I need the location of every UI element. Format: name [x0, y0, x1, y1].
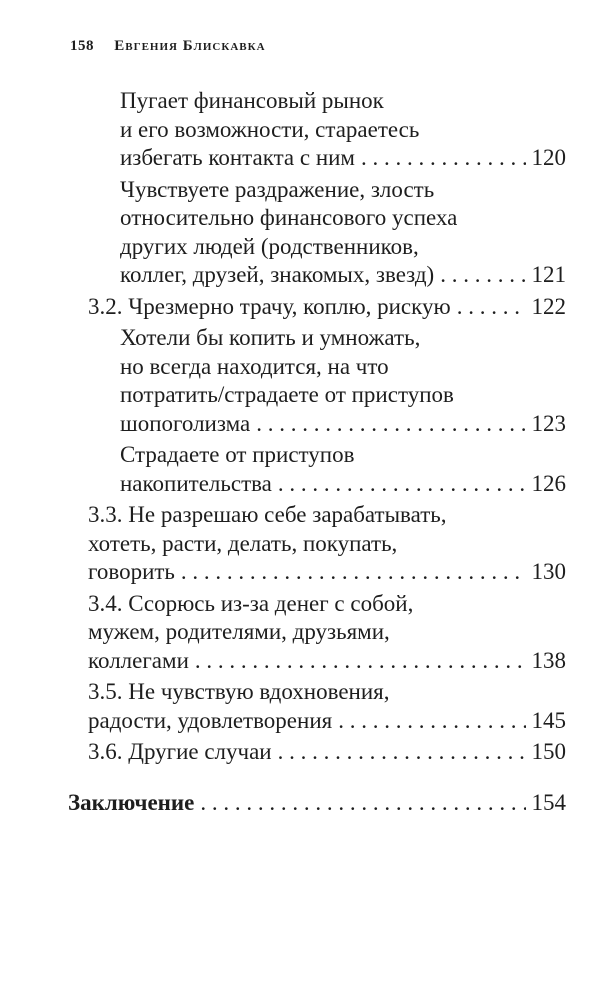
toc-line: накопительства 126 — [120, 470, 566, 499]
toc-entry-text: коллегами — [88, 647, 189, 673]
toc-page-number: 120 — [531, 145, 567, 170]
toc-line: Пугает финансовый рынок — [120, 87, 566, 116]
toc-entry-text: мужем, родителями, друзьями, — [88, 619, 390, 644]
toc-entry-text: радости, удовлетворения — [88, 707, 333, 733]
toc-entry: Чувствуете раздражение, злость относитель… — [88, 176, 566, 290]
toc-page-number: 138 — [531, 647, 567, 673]
toc-line: коллегами 138 — [88, 647, 566, 676]
toc-entry-text: Чувствуете раздражение, злость — [120, 176, 435, 202]
toc-line: избегать контакта с ним 120 — [120, 144, 566, 173]
dot-leader — [361, 144, 526, 173]
toc-entry: 3.5. Не чувствую вдохновения, радости, уд… — [88, 678, 566, 735]
toc-entry-text: хотеть, расти, делать, покупать, — [88, 530, 398, 556]
toc-line: и его возможности, стараетесь — [120, 116, 566, 145]
toc-entry: 3.6. Другие случаи 150 — [88, 738, 566, 767]
toc-entry-text: и его возможности, стараетесь — [120, 116, 420, 142]
dot-leader — [256, 410, 525, 439]
toc-page-number: 145 — [531, 707, 567, 733]
toc-entry-text: накопительства — [120, 470, 272, 496]
toc-entry-text: избегать контакта с ним — [120, 145, 355, 170]
toc-line: Заключение 154 — [68, 789, 566, 818]
toc-line: других людей (родственников, — [120, 233, 566, 262]
toc-line: 3.2. Чрезмерно трачу, коплю, рискую 122 — [88, 293, 566, 322]
dot-leader — [278, 470, 526, 499]
toc-entry-text: коллег, друзей, знакомых, звезд) — [120, 262, 435, 287]
toc-entry-text: шопоголизма — [120, 410, 251, 436]
toc-line: коллег, друзей, знакомых, звезд) 121 — [120, 261, 566, 290]
toc-entry-text: Пугает финансовый рынок — [120, 88, 384, 113]
dot-leader — [200, 789, 525, 818]
toc-page-number: 154 — [531, 789, 567, 815]
toc-entry: 3.3. Не разрешаю себе зарабатывать, хотет… — [88, 501, 566, 587]
toc-page-number: 150 — [531, 739, 567, 764]
dot-leader — [195, 647, 526, 676]
toc-page-number: 126 — [531, 470, 567, 496]
toc-line: Страдаете от приступов — [120, 441, 566, 470]
table-of-contents: Пугает финансовый рынок и его возможности… — [68, 84, 566, 817]
toc-entry-text: 3.3. Не разрешаю себе зарабатывать, — [88, 502, 447, 527]
toc-entry-text: других людей (родственников, — [120, 233, 419, 259]
toc-entry-text: относительно финансового успеха — [120, 205, 458, 230]
toc-entry-text: 3.2. Чрезмерно трачу, коплю, рискую — [88, 293, 451, 319]
dot-leader — [440, 261, 525, 290]
toc-entry-text: говорить — [88, 559, 175, 584]
toc-line: 3.6. Другие случаи 150 — [88, 738, 566, 767]
toc-page-number: 122 — [531, 293, 567, 319]
toc-entry: 3.4. Ссорюсь из-за денег с собой, мужем, … — [88, 590, 566, 676]
dot-leader — [338, 707, 525, 736]
toc-entry: Страдаете от приступов накопительства 126 — [88, 441, 566, 498]
toc-entry: Хотели бы копить и умножать, но всегда на… — [88, 324, 566, 438]
toc-line: относительно финансового успеха — [120, 204, 566, 233]
toc-entry: Заключение 154 — [68, 789, 566, 818]
dot-leader — [457, 293, 526, 322]
toc-entry: Пугает финансовый рынок и его возможности… — [88, 87, 566, 173]
author-name: Евгения Блискавка — [114, 38, 266, 54]
dot-leader — [181, 558, 526, 587]
toc-line: Хотели бы копить и умножать, — [120, 324, 566, 353]
toc-page-number: 130 — [531, 559, 567, 584]
toc-line: шопоголизма 123 — [120, 410, 566, 439]
dot-leader — [278, 738, 526, 767]
toc-page-number: 121 — [531, 262, 567, 287]
toc-line: радости, удовлетворения 145 — [88, 707, 566, 736]
toc-line: но всегда находится, на что — [120, 353, 566, 382]
toc-line: хотеть, расти, делать, покупать, — [88, 530, 566, 559]
toc-entry-text: Заключение — [68, 789, 195, 815]
toc-entry-text: 3.6. Другие случаи — [88, 739, 272, 764]
toc-entry-text: Страдаете от приступов — [120, 442, 355, 467]
toc-line: говорить 130 — [88, 558, 566, 587]
toc-entry-text: Хотели бы копить и умножать, — [120, 325, 421, 350]
toc-entry-text: потратить/страдаете от приступов — [120, 382, 454, 407]
toc-page-number: 123 — [531, 410, 567, 436]
running-header: 158 Евгения Блискавка — [70, 38, 266, 55]
toc-line: мужем, родителями, друзьями, — [88, 618, 566, 647]
toc-line: 3.5. Не чувствую вдохновения, — [88, 678, 566, 707]
toc-line: Чувствуете раздражение, злость — [120, 176, 566, 205]
toc-entry: 3.2. Чрезмерно трачу, коплю, рискую 122 — [88, 293, 566, 322]
toc-entry-text: но всегда находится, на что — [120, 353, 389, 379]
toc-line: 3.4. Ссорюсь из-за денег с собой, — [88, 590, 566, 619]
toc-entry-text: 3.4. Ссорюсь из-за денег с собой, — [88, 590, 414, 616]
toc-entry-text: 3.5. Не чувствую вдохновения, — [88, 679, 390, 704]
page-number: 158 — [70, 38, 94, 54]
toc-line: 3.3. Не разрешаю себе зарабатывать, — [88, 501, 566, 530]
toc-line: потратить/страдаете от приступов — [120, 381, 566, 410]
